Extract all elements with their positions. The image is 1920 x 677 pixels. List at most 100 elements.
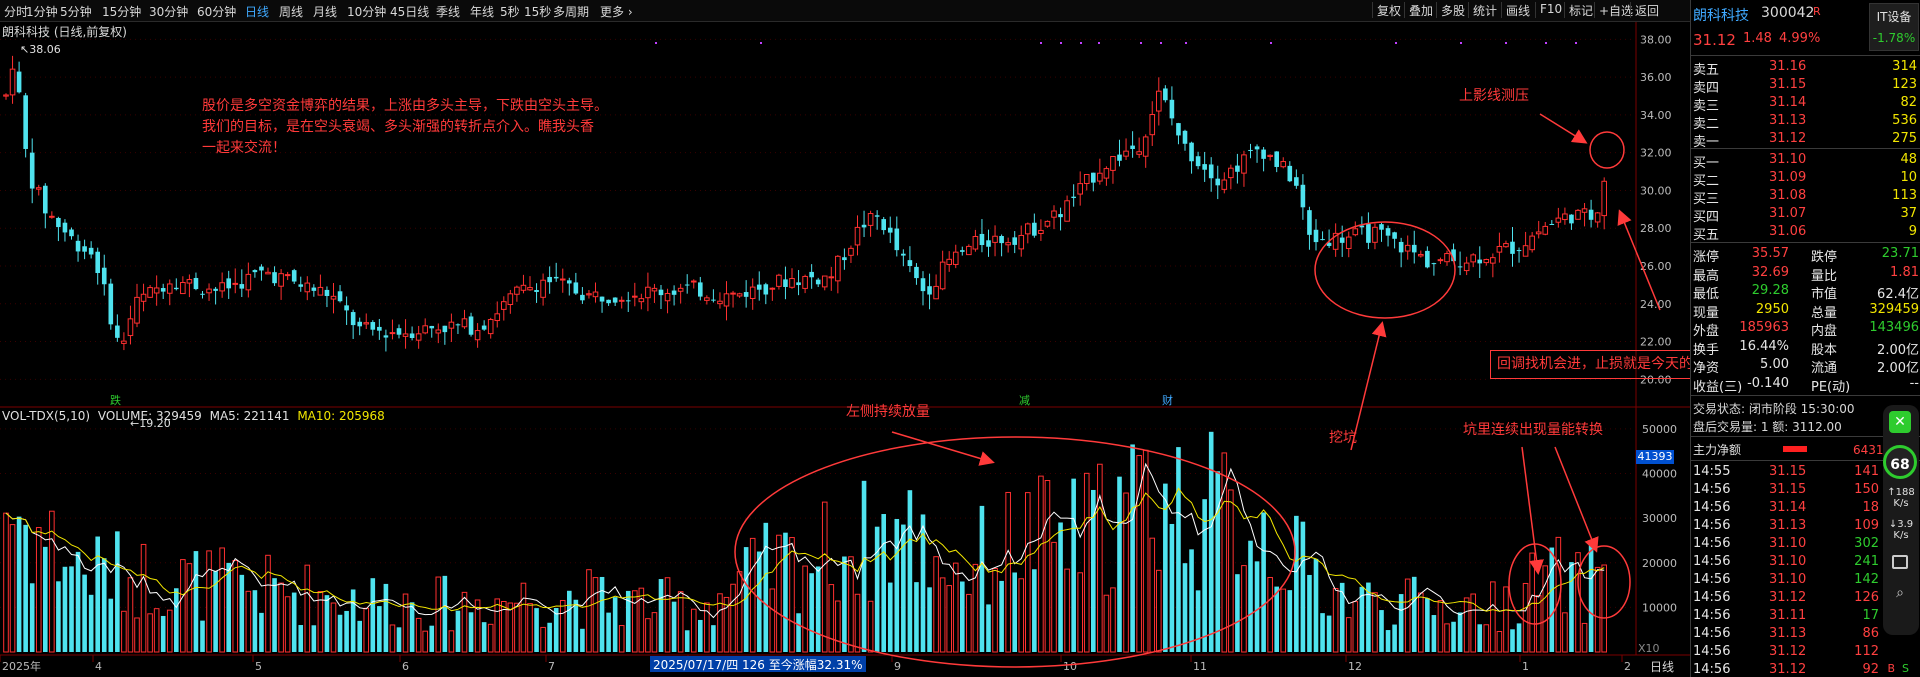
toolbar-button[interactable]: 叠加 [1404,2,1437,18]
period-tab[interactable]: 日线 [245,5,270,19]
volume-bar [618,625,625,653]
tick-price: 31.13 [1769,518,1807,533]
period-tab[interactable]: 10分钟 [347,5,387,19]
price-row: 31.12 1.48 4.99% [1691,30,1920,50]
volume-bar [88,594,94,652]
candle-body [592,291,599,298]
tick-time: 14:56 [1693,590,1731,605]
volume-bar [1071,478,1076,652]
period-tab[interactable]: 季线 [436,5,461,19]
volume-bar [396,627,402,652]
period-tab[interactable]: 1分钟 [26,5,58,19]
volume-bar [1032,569,1037,652]
ask-row[interactable]: 卖一 31.12 275 [1691,130,1920,150]
toolbar-button[interactable]: 画线 [1501,2,1534,18]
ask-row[interactable]: 卖五 31.16 314 [1691,58,1920,78]
candle-body [9,68,16,96]
toolbar-button[interactable]: +自选 [1594,2,1637,18]
period-tab[interactable]: 5分钟 [60,5,92,19]
ask-row[interactable]: 卖四 31.15 123 [1691,76,1920,96]
volume-bar [226,562,231,652]
volume-bar [1012,572,1017,652]
bid-price: 31.09 [1769,170,1807,185]
toolbar-button[interactable]: F10 [1535,2,1566,18]
signal-dot [1060,42,1062,44]
volume-bar [82,574,87,652]
x-axis-label: 11 [1193,660,1207,673]
screen-icon[interactable] [1892,555,1908,569]
period-tab[interactable]: 多周期 [553,5,590,19]
period-tab[interactable]: 周线 [279,5,304,19]
search-icon[interactable]: ⌕ [1896,585,1904,601]
x-axis-label: 2025年 [2,659,41,673]
volume-bar [1156,569,1162,653]
toolbar-button[interactable]: 标记 [1564,2,1597,18]
date-cursor-tag: 2025/07/17/四 126 至今涨幅32.31% [650,656,866,672]
candle-body [259,266,264,271]
period-tab[interactable]: 分时 [4,5,29,19]
period-tab[interactable]: 45日线 [390,5,430,19]
toolbar-button[interactable]: 返回 [1630,2,1663,18]
ask-label: 卖二 [1693,117,1720,132]
toolbar-button[interactable]: 多股 [1436,2,1469,18]
candle-body [1463,262,1470,272]
tick-row: 14:56 31.10 241 [1691,553,1920,571]
bid-row[interactable]: 买四 31.07 37 [1691,205,1920,225]
period-tab[interactable]: 年线 [470,5,495,19]
ask-price: 31.14 [1769,95,1807,110]
period-tab[interactable]: 更多 › [600,5,633,19]
stat-value: 32.69 [1751,264,1789,280]
period-tab[interactable]: 15分钟 [102,5,142,19]
candle-body [1064,200,1070,222]
kline-svg[interactable]: 38.00 36.00 34.00 32.00 30.00 28.00 26.00 24.00… [0,22,1690,677]
volume-bar [278,582,284,653]
volume-ma10: MA10: 205968 [297,409,385,423]
volume-bar [1431,615,1437,652]
volume-bar [193,551,199,652]
candle-body [474,330,481,341]
candle-body [1366,224,1371,243]
stat-row: 净资 5.00 流通 2.00亿 [1691,356,1920,376]
ask-row[interactable]: 卖二 31.13 536 [1691,112,1920,132]
candle-body [1470,254,1477,263]
tick-row: 14:56 31.12 112 [1691,643,1920,661]
period-tab[interactable]: 5秒 [500,5,520,19]
toolbar-button[interactable]: 统计 [1468,2,1501,18]
candle-body [711,299,716,301]
volume-bar [743,547,749,652]
volume-value: VOLUME: 329459 [97,409,202,423]
volume-bar [1516,623,1522,652]
period-tab[interactable]: 月线 [313,5,338,19]
volume-bar [1189,549,1194,652]
volume-bar [867,600,874,653]
candle-body [429,325,435,329]
volume-bar [363,607,370,653]
candle-body [291,270,297,282]
volume-bar [43,546,48,652]
toolbar-button[interactable]: 复权 [1372,2,1405,18]
kline-chart-area[interactable]: 38.00 36.00 34.00 32.00 30.00 28.00 26.00 24.00… [0,22,1728,677]
ask-row[interactable]: 卖三 31.14 82 [1691,94,1920,114]
bid-row[interactable]: 买五 31.06 9 [1691,223,1920,243]
period-tab[interactable]: 15秒 [524,5,552,19]
period-tab[interactable]: 60分钟 [197,5,237,19]
stat-value: 2.00亿 [1877,342,1919,358]
pit-volume-circle-2 [1577,545,1631,619]
bid-row[interactable]: 买二 31.09 10 [1691,169,1920,189]
candle-body [986,240,991,247]
volume-bar [1398,594,1404,652]
bid-row[interactable]: 买三 31.08 113 [1691,187,1920,207]
speed-widget[interactable]: ✕ 68 ↑188 K/s ↓3.9 K/s ⌕ [1883,405,1919,635]
shadow-circle [1589,131,1625,169]
after-hours: 盘后交易量: 1 额: 3112.00 [1693,420,1842,434]
stock-name[interactable]: 朗科科技 [1693,8,1749,24]
download-speed: ↓3.9 K/s [1888,519,1914,541]
volume-bar [121,610,127,653]
volume-bar [1280,588,1287,653]
sector-box[interactable]: IT设备 -1.78% [1869,3,1919,51]
candle-body [3,94,9,97]
candle-body [1392,232,1397,239]
bid-row[interactable]: 买一 31.10 48 [1691,151,1920,171]
volume-bar [1404,578,1411,653]
period-tab[interactable]: 30分钟 [149,5,189,19]
